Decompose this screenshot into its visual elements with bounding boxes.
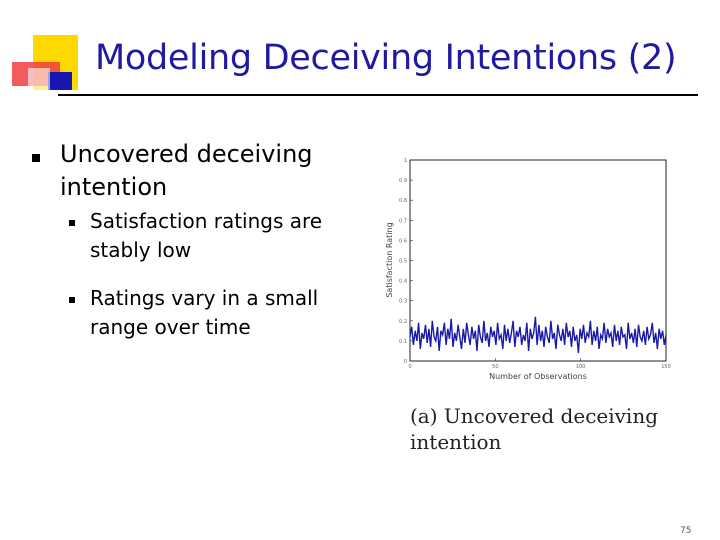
y-tick-label: 0.5 <box>399 259 407 265</box>
bullet-square-icon <box>69 220 75 226</box>
sub-bullet-text: Ratings vary in a small range over time <box>90 286 319 339</box>
main-bullet-text: Uncovered deceiving intention <box>60 140 313 201</box>
x-tick-label: 50 <box>492 364 498 370</box>
x-tick-label: 100 <box>576 364 586 370</box>
y-tick-label: 0 <box>404 359 407 365</box>
bullet-square-icon <box>69 297 75 303</box>
x-tick-label: 150 <box>661 364 671 370</box>
y-tick-label: 0.4 <box>399 279 407 285</box>
y-tick-label: 1 <box>404 158 407 164</box>
y-tick-label: 0.9 <box>399 178 407 184</box>
y-axis-label: Satisfaction Rating <box>385 222 394 297</box>
y-axis-ticks: 1 0.9 0.8 0.7 0.6 0.5 0.4 0.3 0.2 0.1 0 <box>399 158 413 365</box>
title-underline <box>58 94 698 96</box>
y-tick-label: 0.7 <box>399 218 407 224</box>
y-tick-label: 0.3 <box>399 299 407 305</box>
bullet-square-icon <box>32 154 40 162</box>
page-number: 75 <box>680 526 692 536</box>
y-tick-label: 0.6 <box>399 238 407 244</box>
y-tick-label: 0.2 <box>399 319 407 325</box>
sub-bullet-text: Satisfaction ratings are stably low <box>90 209 323 262</box>
caption-text: Uncovered deceiving intention <box>410 404 659 454</box>
logo-white-block <box>28 68 50 90</box>
x-axis-ticks: 0 50 100 150 <box>408 358 671 370</box>
logo-blue-block <box>48 72 72 90</box>
y-tick-label: 0.1 <box>399 339 407 345</box>
figure-caption: (a) Uncovered deceiving intention <box>410 403 670 455</box>
x-tick-label: 0 <box>408 364 411 370</box>
slide-title: Modeling Deceiving Intentions (2) <box>95 38 677 78</box>
slide-logo <box>12 35 78 90</box>
y-tick-label: 0.8 <box>399 198 407 204</box>
caption-label: (a) <box>410 404 438 428</box>
x-axis-label: Number of Observations <box>489 372 587 381</box>
series-line <box>409 316 667 354</box>
satisfaction-chart: 10.90.80.70.60.50.40.30.20.10 0 50 100 150 … <box>385 158 671 381</box>
